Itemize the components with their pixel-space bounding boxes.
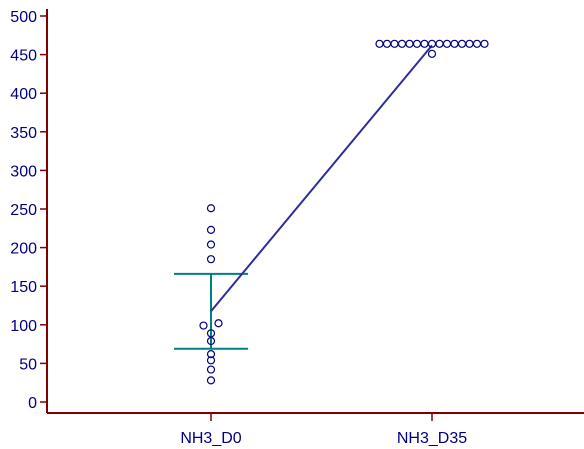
data-point	[397, 39, 407, 48]
data-point	[457, 39, 467, 48]
data-point	[206, 240, 216, 249]
data-point	[206, 350, 216, 359]
y-tick-label: 50	[19, 356, 37, 373]
data-point	[214, 319, 223, 328]
data-point	[450, 39, 459, 48]
data-point	[206, 365, 216, 374]
data-point	[442, 39, 452, 48]
mean-line	[210, 44, 433, 312]
data-point	[375, 39, 384, 48]
data-point	[427, 49, 437, 58]
data-point	[390, 39, 399, 48]
data-point	[206, 329, 216, 338]
y-tick-label: 350	[10, 125, 37, 142]
x-tick-label: NH3_D35	[397, 430, 467, 447]
axes	[46, 9, 584, 414]
data-point	[206, 376, 216, 385]
data-point	[206, 356, 216, 365]
x-tick-label: NH3_D0	[180, 430, 241, 447]
y-tick-label: 400	[10, 86, 37, 103]
data-point	[199, 321, 208, 330]
data-point	[405, 39, 414, 48]
data-points	[199, 39, 489, 385]
data-point	[472, 39, 482, 48]
data-point	[206, 255, 216, 264]
y-tick-label: 450	[10, 48, 37, 65]
y-tick-label: 250	[10, 202, 37, 219]
x-axis-ticks: NH3_D0 NH3_D35	[180, 413, 467, 447]
y-tick-label: 200	[10, 241, 37, 258]
y-tick-label: 500	[10, 9, 37, 26]
data-point	[206, 225, 216, 234]
mean-line-layer	[210, 44, 433, 312]
data-point	[206, 204, 216, 213]
y-tick-label: 150	[10, 279, 37, 296]
y-tick-label: 100	[10, 318, 37, 335]
y-tick-label: 300	[10, 163, 37, 180]
data-point	[206, 336, 216, 346]
data-point	[420, 39, 429, 48]
data-point	[382, 39, 392, 48]
data-point	[465, 39, 474, 48]
data-point	[412, 39, 422, 48]
y-tick-label: 0	[28, 395, 37, 412]
y-axis-ticks: 0 50 100 150 200 250 300 350 400 450 500	[10, 9, 47, 412]
data-point	[435, 39, 444, 48]
data-point	[480, 39, 489, 48]
